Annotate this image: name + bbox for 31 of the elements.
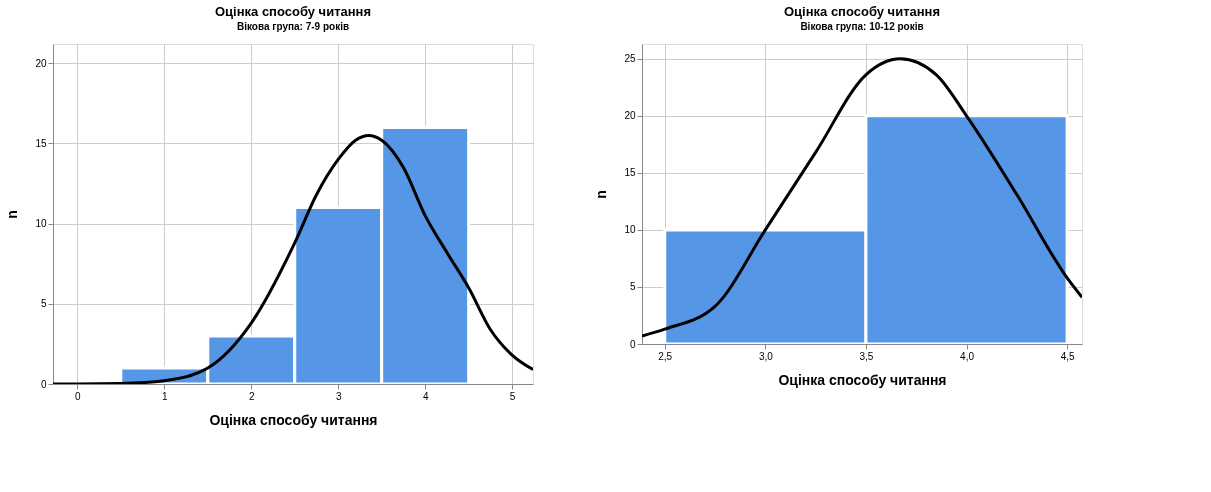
y-tick-label: 25 xyxy=(624,53,636,65)
x-tick-label: 1 xyxy=(162,390,169,402)
x-tick-label: 4,5 xyxy=(1060,350,1075,362)
x-axis-title: Оцінка способу читання xyxy=(778,371,947,388)
y-tick-label: 0 xyxy=(629,338,636,350)
x-tick-label: 2,5 xyxy=(658,350,673,362)
chart-subtitle: Вікова група: 7-9 років xyxy=(236,21,350,32)
y-tick-label: 10 xyxy=(35,218,47,230)
x-tick-label: 0 xyxy=(75,390,82,402)
y-tick-label: 10 xyxy=(624,224,636,236)
x-tick-label: 4,0 xyxy=(960,350,975,362)
y-tick-label: 5 xyxy=(40,298,47,310)
y-tick-label: 20 xyxy=(35,57,47,69)
y-tick-label: 15 xyxy=(624,167,636,179)
x-tick-label: 2 xyxy=(248,390,255,402)
y-tick-label: 20 xyxy=(624,110,636,122)
chart-subtitle: Вікова група: 10-12 років xyxy=(800,21,924,32)
y-axis-title: n xyxy=(593,190,610,199)
x-axis-title: Оцінка способу читання xyxy=(209,411,378,428)
line-series xyxy=(642,57,1082,338)
x-tick-label: 3,5 xyxy=(859,350,874,362)
x-tick-label: 3 xyxy=(335,390,342,402)
y-tick-label: 5 xyxy=(629,281,636,293)
y-tick-label: 15 xyxy=(35,137,47,149)
chart-title: Оцінка способу читання xyxy=(783,4,941,19)
x-tick-label: 4 xyxy=(422,390,429,402)
y-axis-title: n xyxy=(4,210,21,219)
chart-title: Оцінка способу читання xyxy=(214,4,372,19)
y-tick-label: 0 xyxy=(40,378,47,390)
x-tick-label: 3,0 xyxy=(758,350,774,362)
x-tick-label: 5 xyxy=(509,390,516,402)
